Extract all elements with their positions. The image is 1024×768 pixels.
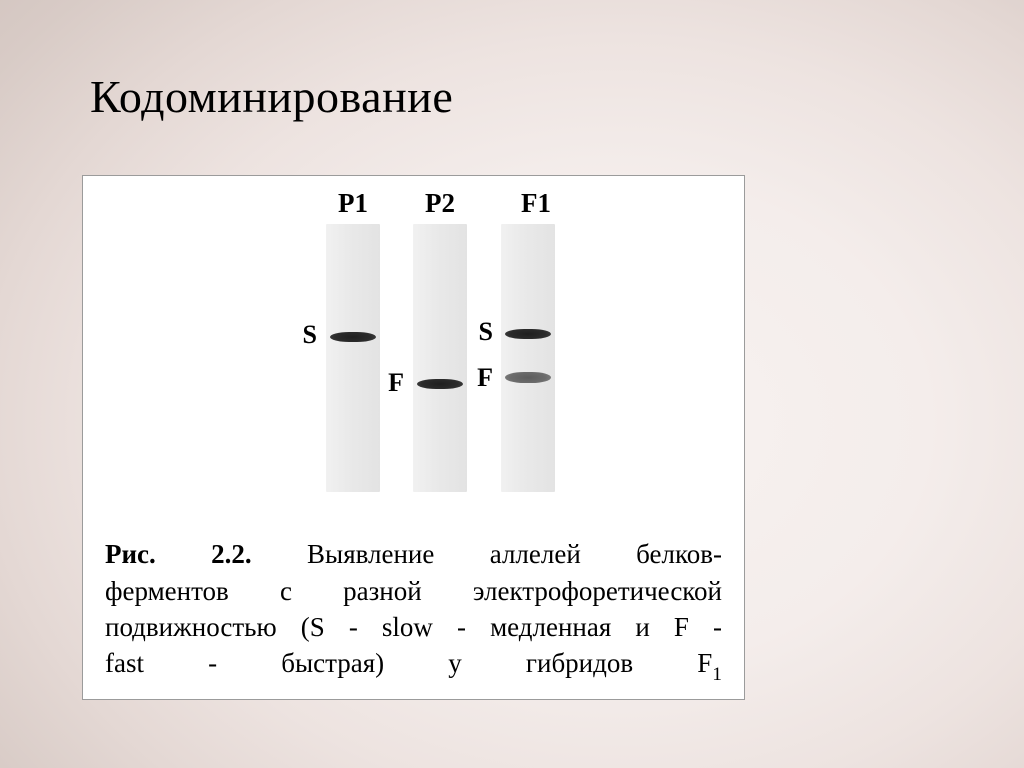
- band-label-F1-F: F: [463, 363, 493, 393]
- gel-lanes-area: P1 P2 F1 S F S F: [83, 176, 744, 506]
- caption-line3: подвижностью (S - slow - медленная и F -: [105, 612, 722, 642]
- caption-line4-prefix: fast - быстрая) у гибридов F: [105, 648, 712, 678]
- band-P1-S: [330, 332, 376, 342]
- band-label-P1-S: S: [287, 320, 317, 350]
- column-header-P1: P1: [318, 188, 388, 219]
- band-label-F1-S: S: [463, 317, 493, 347]
- caption-line4-sub: 1: [712, 664, 722, 685]
- slide-title: Кодоминирование: [90, 70, 453, 123]
- caption-line2: ферментов с разной электрофоретической: [105, 576, 722, 606]
- slide-page: Кодоминирование P1 P2 F1 S F S F: [0, 0, 1024, 768]
- band-label-P2-F: F: [374, 368, 404, 398]
- band-F1-F: [505, 372, 551, 383]
- column-header-P2: P2: [405, 188, 475, 219]
- caption-line1: Выявление аллелей белков-: [252, 539, 722, 569]
- figure-number: Рис. 2.2.: [105, 539, 252, 569]
- band-P2-F: [417, 379, 463, 389]
- figure-card: P1 P2 F1 S F S F Рис. 2.2. Выявление алл…: [82, 175, 745, 700]
- lane-P2: [413, 224, 467, 492]
- column-header-F1: F1: [501, 188, 571, 219]
- lane-P1: [326, 224, 380, 492]
- band-F1-S: [505, 329, 551, 339]
- figure-caption: Рис. 2.2. Выявление аллелей белков- ферм…: [105, 536, 722, 687]
- lane-F1: [501, 224, 555, 492]
